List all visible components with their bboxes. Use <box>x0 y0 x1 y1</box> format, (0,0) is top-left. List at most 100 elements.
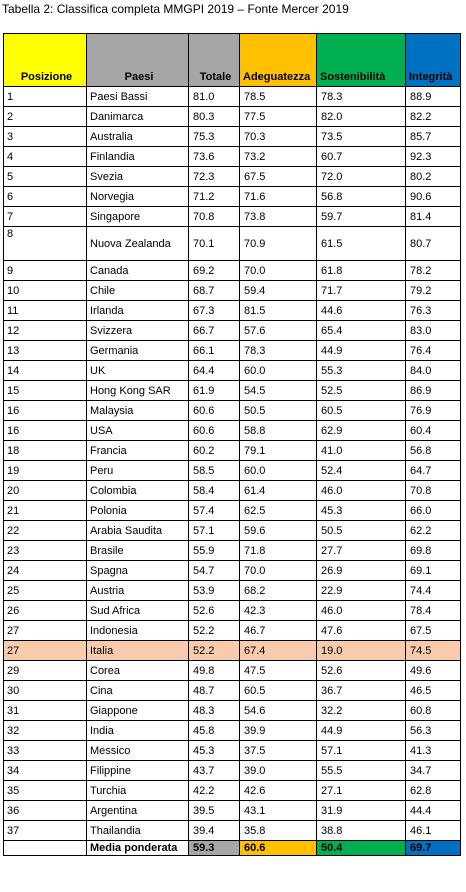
header-posizione: Posizione <box>3 33 87 87</box>
cell-adeguatezza: 70.9 <box>239 226 317 261</box>
cell-integrita: 88.9 <box>405 86 461 107</box>
cell-integrita: 74.5 <box>405 640 461 661</box>
average-totale: 59.3 <box>188 840 240 856</box>
table-row: 5 Svezia 72.3 67.5 72.0 80.2 <box>3 166 461 187</box>
cell-sostenibilita: 52.5 <box>316 380 406 401</box>
cell-integrita: 86.9 <box>405 380 461 401</box>
cell-paese: UK <box>86 360 189 381</box>
cell-integrita: 60.8 <box>405 700 461 721</box>
table-row: 27 Italia 52.2 67.4 19.0 74.5 <box>3 640 461 661</box>
cell-adeguatezza: 39.0 <box>239 760 317 781</box>
cell-adeguatezza: 73.8 <box>239 206 317 227</box>
cell-paese: Spagna <box>86 560 189 581</box>
cell-sostenibilita: 56.8 <box>316 186 406 207</box>
cell-adeguatezza: 47.5 <box>239 660 317 681</box>
table-row: 22 Arabia Saudita 57.1 59.6 50.5 62.2 <box>3 520 461 541</box>
table-row: 15 Hong Kong SAR 61.9 54.5 52.5 86.9 <box>3 380 461 401</box>
cell-adeguatezza: 50.5 <box>239 400 317 421</box>
cell-totale: 68.7 <box>188 280 240 301</box>
table-row: 11 Irlanda 67.3 81.5 44.6 76.3 <box>3 300 461 321</box>
cell-posizione: 32 <box>3 720 87 741</box>
cell-integrita: 56.3 <box>405 720 461 741</box>
cell-paese: Francia <box>86 440 189 461</box>
header-adeguatezza: Adeguatezza <box>239 33 317 87</box>
cell-sostenibilita: 57.1 <box>316 740 406 761</box>
cell-posizione: 16 <box>3 400 87 421</box>
cell-integrita: 60.4 <box>405 420 461 441</box>
cell-totale: 49.8 <box>188 660 240 681</box>
cell-sostenibilita: 73.5 <box>316 126 406 147</box>
cell-posizione: 31 <box>3 700 87 721</box>
cell-posizione: 14 <box>3 360 87 381</box>
cell-posizione: 29 <box>3 660 87 681</box>
table-row: 6 Norvegia 71.2 71.6 56.8 90.6 <box>3 186 461 207</box>
cell-posizione: 13 <box>3 340 87 361</box>
cell-paese: Finlandia <box>86 146 189 167</box>
cell-posizione: 6 <box>3 186 87 207</box>
cell-integrita: 84.0 <box>405 360 461 381</box>
cell-sostenibilita: 55.3 <box>316 360 406 381</box>
cell-integrita: 62.2 <box>405 520 461 541</box>
table-row: 12 Svizzera 66.7 57.6 65.4 83.0 <box>3 320 461 341</box>
cell-adeguatezza: 68.2 <box>239 580 317 601</box>
cell-totale: 66.1 <box>188 340 240 361</box>
cell-adeguatezza: 71.8 <box>239 540 317 561</box>
cell-posizione: 5 <box>3 166 87 187</box>
cell-integrita: 79.2 <box>405 280 461 301</box>
cell-posizione: 35 <box>3 780 87 801</box>
cell-adeguatezza: 42.3 <box>239 600 317 621</box>
cell-sostenibilita: 60.7 <box>316 146 406 167</box>
cell-paese: Chile <box>86 280 189 301</box>
table-row: 35 Turchia 42.2 42.6 27.1 62.8 <box>3 780 461 801</box>
cell-totale: 64.4 <box>188 360 240 381</box>
cell-sostenibilita: 26.9 <box>316 560 406 581</box>
cell-posizione: 12 <box>3 320 87 341</box>
cell-sostenibilita: 44.6 <box>316 300 406 321</box>
cell-adeguatezza: 67.4 <box>239 640 317 661</box>
cell-adeguatezza: 54.5 <box>239 380 317 401</box>
cell-adeguatezza: 70.0 <box>239 560 317 581</box>
cell-paese: Colombia <box>86 480 189 501</box>
cell-totale: 43.7 <box>188 760 240 781</box>
cell-integrita: 67.5 <box>405 620 461 641</box>
cell-totale: 70.1 <box>188 226 240 261</box>
cell-totale: 57.1 <box>188 520 240 541</box>
cell-posizione: 34 <box>3 760 87 781</box>
cell-totale: 73.6 <box>188 146 240 167</box>
cell-paese: Argentina <box>86 800 189 821</box>
cell-adeguatezza: 37.5 <box>239 740 317 761</box>
cell-adeguatezza: 46.7 <box>239 620 317 641</box>
cell-totale: 58.4 <box>188 480 240 501</box>
cell-totale: 61.9 <box>188 380 240 401</box>
cell-totale: 71.2 <box>188 186 240 207</box>
cell-totale: 55.9 <box>188 540 240 561</box>
cell-totale: 42.2 <box>188 780 240 801</box>
cell-adeguatezza: 79.1 <box>239 440 317 461</box>
cell-integrita: 85.7 <box>405 126 461 147</box>
cell-posizione: 18 <box>3 440 87 461</box>
cell-posizione: 27 <box>3 620 87 641</box>
cell-posizione: 8 <box>3 226 87 261</box>
cell-paese: Messico <box>86 740 189 761</box>
table-row: 26 Sud Africa 52.6 42.3 46.0 78.4 <box>3 600 461 621</box>
table-row: 20 Colombia 58.4 61.4 46.0 70.8 <box>3 480 461 501</box>
table-row: 25 Austria 53.9 68.2 22.9 74.4 <box>3 580 461 601</box>
cell-integrita: 46.1 <box>405 820 461 841</box>
cell-posizione: 21 <box>3 500 87 521</box>
cell-sostenibilita: 44.9 <box>316 340 406 361</box>
table-row: 27 Indonesia 52.2 46.7 47.6 67.5 <box>3 620 461 641</box>
table-row: 3 Australia 75.3 70.3 73.5 85.7 <box>3 126 461 147</box>
cell-adeguatezza: 39.9 <box>239 720 317 741</box>
cell-paese: Hong Kong SAR <box>86 380 189 401</box>
table-row: 36 Argentina 39.5 43.1 31.9 44.4 <box>3 800 461 821</box>
cell-posizione: 37 <box>3 820 87 841</box>
cell-integrita: 69.8 <box>405 540 461 561</box>
cell-adeguatezza: 59.4 <box>239 280 317 301</box>
cell-totale: 39.5 <box>188 800 240 821</box>
cell-posizione: 10 <box>3 280 87 301</box>
cell-posizione: 30 <box>3 680 87 701</box>
cell-paese: Danimarca <box>86 106 189 127</box>
cell-integrita: 49.6 <box>405 660 461 681</box>
table-row: 32 India 45.8 39.9 44.9 56.3 <box>3 720 461 741</box>
cell-integrita: 78.4 <box>405 600 461 621</box>
